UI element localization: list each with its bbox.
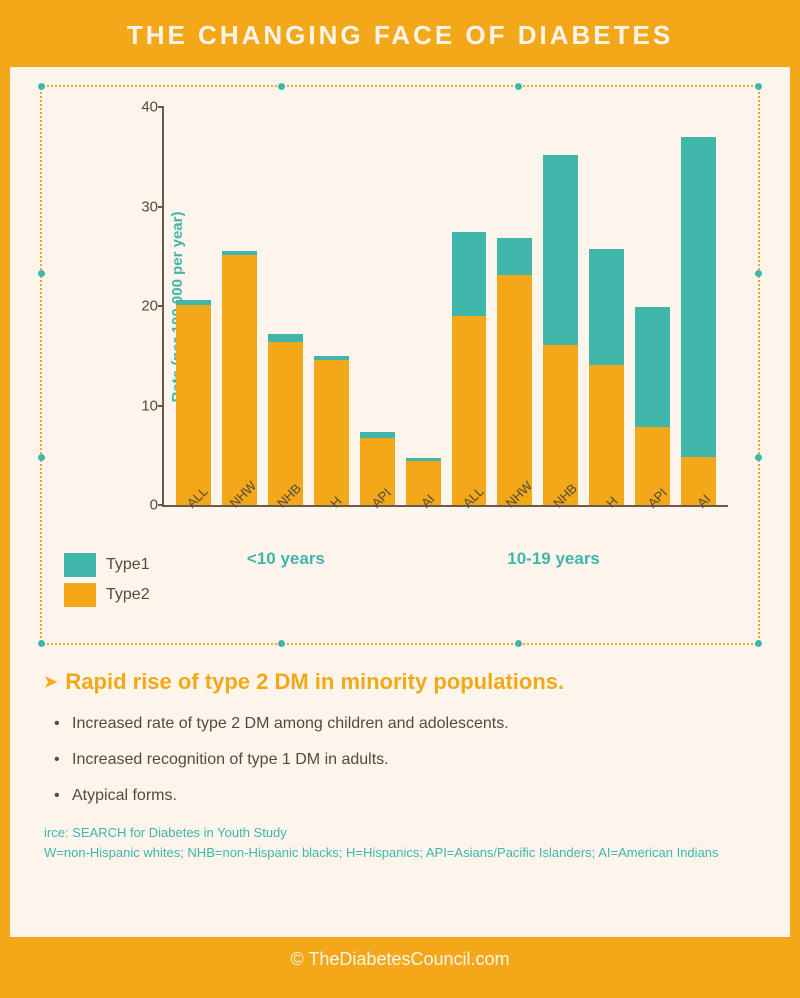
bar-segment-type1 [452,232,487,316]
y-tick-mark [158,206,164,208]
y-tick-label: 0 [124,497,158,514]
corner-dot [38,83,45,90]
y-tick-mark [158,106,164,108]
bar-segment-type2 [589,365,624,505]
corner-dot [755,640,762,647]
legend-swatch [64,583,96,607]
bar-segment-type1 [268,334,303,342]
bar-segment-type2 [268,342,303,505]
bar: ALL [176,300,211,505]
y-tick-mark [158,405,164,407]
edge-dot [755,270,762,277]
y-tick-mark [158,504,164,506]
abbreviations-text: W=non-Hispanic whites; NHB=non-Hispanic … [44,843,760,863]
bar-segment-type2 [497,275,532,505]
summary-section: ➤ Rapid rise of type 2 DM in minority po… [40,669,760,862]
summary-headline: ➤ Rapid rise of type 2 DM in minority po… [44,669,760,695]
page-title: THE CHANGING FACE OF DIABETES [0,20,800,51]
legend-row-type1: Type1 [64,553,150,577]
content-panel: Rate (per 100,000 per year) ALLNHWNHBHAP… [10,67,790,937]
corner-dot [38,640,45,647]
bar-segment-type2 [543,345,578,505]
edge-dot [515,640,522,647]
group-label-left: <10 years [247,549,325,569]
bar-segment-type1 [497,238,532,275]
bar: AI [681,137,716,505]
bullet-item: Increased rate of type 2 DM among childr… [72,715,760,733]
y-tick-label: 30 [124,198,158,215]
edge-dot [38,270,45,277]
bullet-item: Atypical forms. [72,787,760,805]
bar: API [635,307,670,505]
summary-headline-text: Rapid rise of type 2 DM in minority popu… [65,669,564,695]
bar: NHW [222,251,257,505]
edge-dot [755,454,762,461]
footer: © TheDiabetesCouncil.com [0,937,800,970]
bar-segment-type2 [176,305,211,505]
legend-swatch [64,553,96,577]
plot: ALLNHWNHBHAPIAIALLNHWNHBHAPIAI 010203040 [162,107,728,507]
edge-dot [278,640,285,647]
bar: H [589,249,624,505]
bullet-item: Increased recognition of type 1 DM in ad… [72,751,760,769]
legend-label: Type2 [106,586,150,604]
y-tick-label: 20 [124,298,158,315]
bar: NHB [543,155,578,505]
legend: Type1 Type2 [64,547,150,613]
bar-segment-type1 [681,137,716,457]
edge-dot [38,454,45,461]
chart-area: Rate (per 100,000 per year) ALLNHWNHBHAP… [162,107,728,507]
summary-bullets: Increased rate of type 2 DM among childr… [44,715,760,805]
bar-segment-type2 [452,316,487,505]
legend-label: Type1 [106,556,150,574]
y-tick-mark [158,305,164,307]
y-tick-label: 40 [124,99,158,116]
bar: H [314,356,349,505]
group-labels: <10 years 10-19 years [162,549,728,569]
bar: ALL [452,232,487,505]
bar-segment-type2 [222,255,257,505]
corner-dot [755,83,762,90]
footer-text: © TheDiabetesCouncil.com [290,949,509,969]
source-text: irce: SEARCH for Diabetes in Youth Study [44,823,760,843]
bar: NHB [268,334,303,505]
arrow-icon: ➤ [44,672,57,692]
bar: NHW [497,238,532,505]
legend-row-type2: Type2 [64,583,150,607]
chart-panel: Rate (per 100,000 per year) ALLNHWNHBHAP… [40,85,760,645]
group-label-right: 10-19 years [507,549,600,569]
bar-segment-type2 [314,360,349,505]
edge-dot [278,83,285,90]
bar-segment-type1 [543,155,578,345]
bar-segment-type1 [589,249,624,365]
edge-dot [515,83,522,90]
bar: AI [406,458,441,505]
bars-container: ALL NHW NHB H API AI ALL NHW NHB H API AI [164,107,728,505]
bar-segment-type1 [635,307,670,427]
y-tick-label: 10 [124,397,158,414]
bar: API [360,432,395,505]
header: THE CHANGING FACE OF DIABETES [0,0,800,67]
